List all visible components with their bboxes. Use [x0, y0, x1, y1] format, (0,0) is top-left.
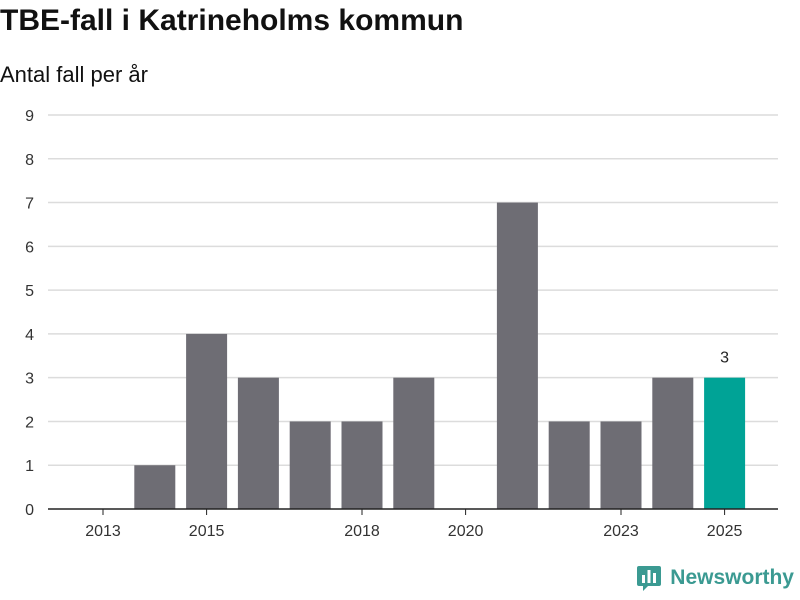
bar-2024	[652, 377, 694, 509]
brand-name: Newsworthy	[670, 566, 794, 589]
y-tick-label-1: 1	[25, 458, 34, 475]
x-tick-label-2025: 2025	[707, 523, 743, 540]
y-tick-label-0: 0	[25, 502, 34, 519]
bar-2014	[134, 465, 176, 509]
y-tick-label-4: 4	[25, 327, 34, 344]
data-labels: 3	[720, 350, 729, 367]
y-tick-label-2: 2	[25, 414, 34, 431]
bars	[134, 202, 746, 510]
bar-2025	[704, 377, 746, 509]
x-tick-label-2013: 2013	[85, 523, 121, 540]
bar-2017	[289, 421, 331, 509]
chart-subtitle: Antal fall per år	[0, 62, 148, 87]
data-label-2025: 3	[720, 350, 729, 367]
y-tick-label-7: 7	[25, 196, 34, 213]
bar-chart-logo-icon	[637, 566, 662, 591]
bar-2022	[548, 421, 590, 509]
chart-title: TBE-fall i Katrineholms kommun	[0, 4, 464, 37]
x-tick-label-2020: 2020	[448, 523, 484, 540]
y-tick-label-9: 9	[25, 108, 34, 125]
bar-2021	[496, 202, 538, 510]
x-tick-label-2015: 2015	[189, 523, 225, 540]
x-tick-label-2018: 2018	[344, 523, 380, 540]
y-tick-label-6: 6	[25, 239, 34, 256]
y-tick-label-8: 8	[25, 152, 34, 169]
bar-2018	[341, 421, 383, 509]
bar-2023	[600, 421, 642, 509]
y-tick-label-3: 3	[25, 371, 34, 388]
bar-2019	[393, 377, 435, 509]
newsworthy-brand: Newsworthy	[636, 564, 794, 592]
x-axis-ticks: 2013 2015 2018 2020 2023 2025	[85, 509, 742, 540]
bar-2015	[186, 333, 228, 509]
y-axis-ticks: 0 1 2 3 4 5 6 7 8 9	[25, 108, 34, 519]
bar-2016	[237, 377, 279, 509]
y-tick-label-5: 5	[25, 283, 34, 300]
x-tick-label-2023: 2023	[603, 523, 639, 540]
